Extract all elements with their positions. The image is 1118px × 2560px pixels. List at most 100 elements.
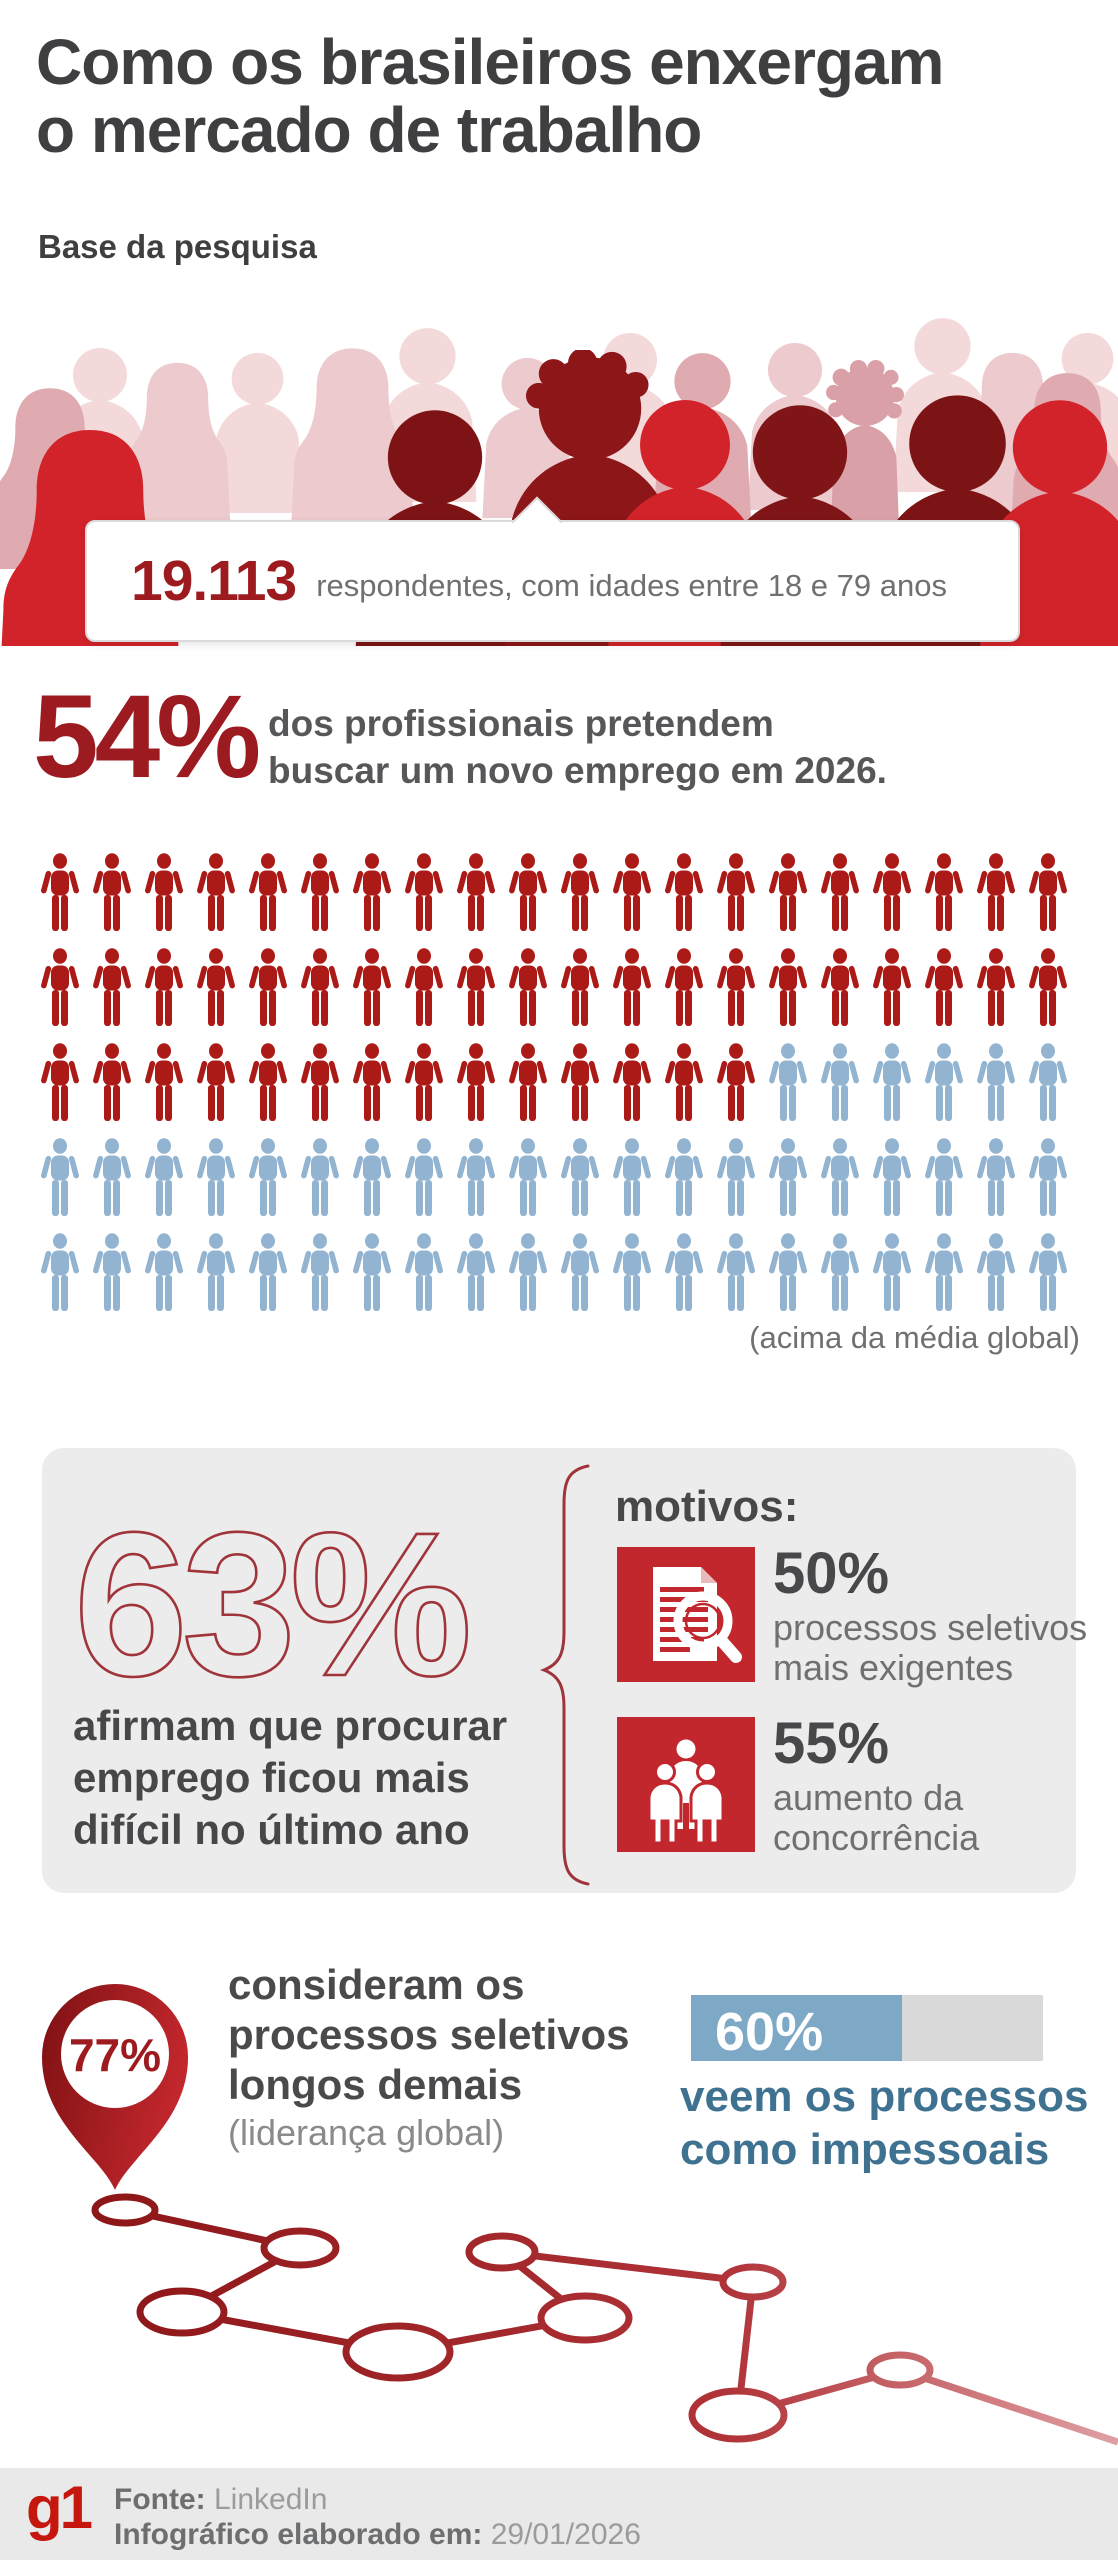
person-icon [246, 1232, 290, 1312]
person-icon [558, 1232, 602, 1312]
person-icon [194, 852, 238, 932]
person-icon [402, 852, 446, 932]
route-map-graphic [91, 2193, 1118, 2446]
difficulty-panel [42, 1448, 1076, 1893]
long-processes-line1: consideram os [228, 1961, 525, 2008]
person-icon [766, 1232, 810, 1312]
svg-text:77%: 77% [69, 2029, 161, 2081]
person-icon [402, 1232, 446, 1312]
person-icon [714, 1042, 758, 1122]
footer-source-value: LinkedIn [205, 2483, 328, 2516]
person-icon [610, 947, 654, 1027]
person-icon [714, 1232, 758, 1312]
job-seek-percent: 54% [33, 671, 261, 803]
difficulty-text-line1: afirmam que procurar [73, 1702, 508, 1749]
impersonal-line1: veem os processos [680, 2072, 1089, 2121]
pictogram-grid [38, 852, 1080, 1312]
person-icon [922, 852, 966, 932]
person-icon [38, 1232, 82, 1312]
person-icon [246, 947, 290, 1027]
person-icon [246, 1137, 290, 1217]
long-processes-text: consideram os processos seletivos longos… [228, 1960, 630, 2110]
reason-1-text: processos seletivos mais exigentes [773, 1608, 1087, 1688]
person-icon [246, 852, 290, 932]
person-icon [506, 1137, 550, 1217]
reason-1-tile [617, 1547, 755, 1682]
person-icon [974, 947, 1018, 1027]
difficulty-percent-outline: 63% [73, 1489, 475, 1720]
person-icon [766, 1137, 810, 1217]
person-icon [974, 852, 1018, 932]
person-icon [870, 947, 914, 1027]
person-icon [142, 1232, 186, 1312]
person-icon [714, 1137, 758, 1217]
impersonal-bar-track [902, 1995, 1043, 2061]
person-icon [662, 1232, 706, 1312]
person-icon [506, 852, 550, 932]
person-icon [870, 1137, 914, 1217]
person-icon [1026, 1042, 1070, 1122]
person-icon [246, 1042, 290, 1122]
person-icon [454, 947, 498, 1027]
person-icon [662, 947, 706, 1027]
person-icon [610, 1042, 654, 1122]
footer-date-label: Infográfico elaborado em: [114, 2518, 483, 2551]
person-icon [610, 1137, 654, 1217]
g1-logo: g1 [26, 2474, 93, 2541]
job-seek-text-line1: dos profissionais pretendem [268, 703, 774, 744]
person-icon [298, 852, 342, 932]
impersonal-bar: 60% [691, 1995, 1043, 2061]
person-icon [1026, 1232, 1070, 1312]
person-icon [90, 1137, 134, 1217]
reason-2-text: aumento da concorrência [773, 1778, 979, 1858]
footer-bar [0, 2468, 1118, 2560]
person-icon [90, 852, 134, 932]
person-icon [662, 1042, 706, 1122]
survey-base-label: Base da pesquisa [38, 228, 317, 265]
footer-source: Fonte: LinkedIn [114, 2483, 327, 2517]
svg-text:63%: 63% [74, 1490, 467, 1719]
footer-source-label: Fonte: [114, 2483, 206, 2516]
person-icon [922, 1232, 966, 1312]
pictogram-note: (acima da média global) [749, 1320, 1080, 1355]
person-icon [90, 947, 134, 1027]
person-icon [142, 852, 186, 932]
person-icon [90, 1232, 134, 1312]
reason-1-line2: mais exigentes [773, 1647, 1014, 1688]
person-icon [974, 1232, 1018, 1312]
person-icon [974, 1042, 1018, 1122]
person-icon [142, 1042, 186, 1122]
impersonal-percent: 60% [715, 2002, 824, 2062]
person-icon [194, 1042, 238, 1122]
person-icon [922, 1042, 966, 1122]
long-processes-line2: processos seletivos [228, 2011, 630, 2058]
person-icon [558, 852, 602, 932]
reason-1-percent: 50% [773, 1541, 890, 1606]
person-icon [142, 947, 186, 1027]
person-icon [766, 1042, 810, 1122]
person-icon [350, 1232, 394, 1312]
reasons-title: motivos: [615, 1482, 799, 1531]
map-pin-graphic: 77% [42, 1984, 188, 2190]
page-title-line1: Como os brasileiros enxergam [36, 26, 944, 98]
person-icon [870, 1232, 914, 1312]
person-icon [818, 1137, 862, 1217]
person-icon [194, 1137, 238, 1217]
page-title-line2: o mercado de trabalho [36, 94, 702, 166]
person-icon [38, 852, 82, 932]
person-icon [922, 1137, 966, 1217]
person-icon [558, 947, 602, 1027]
person-icon [402, 1042, 446, 1122]
person-icon [1026, 852, 1070, 932]
person-icon [1026, 1137, 1070, 1217]
reason-2-line2: concorrência [773, 1817, 980, 1858]
person-icon [402, 1137, 446, 1217]
people-group-icon [647, 1739, 725, 1845]
reason-2-tile [617, 1717, 755, 1852]
reason-1-line1: processos seletivos [773, 1607, 1088, 1648]
person-icon [350, 1042, 394, 1122]
person-icon [662, 1137, 706, 1217]
person-icon [38, 1042, 82, 1122]
person-icon [870, 852, 914, 932]
person-icon [298, 1137, 342, 1217]
